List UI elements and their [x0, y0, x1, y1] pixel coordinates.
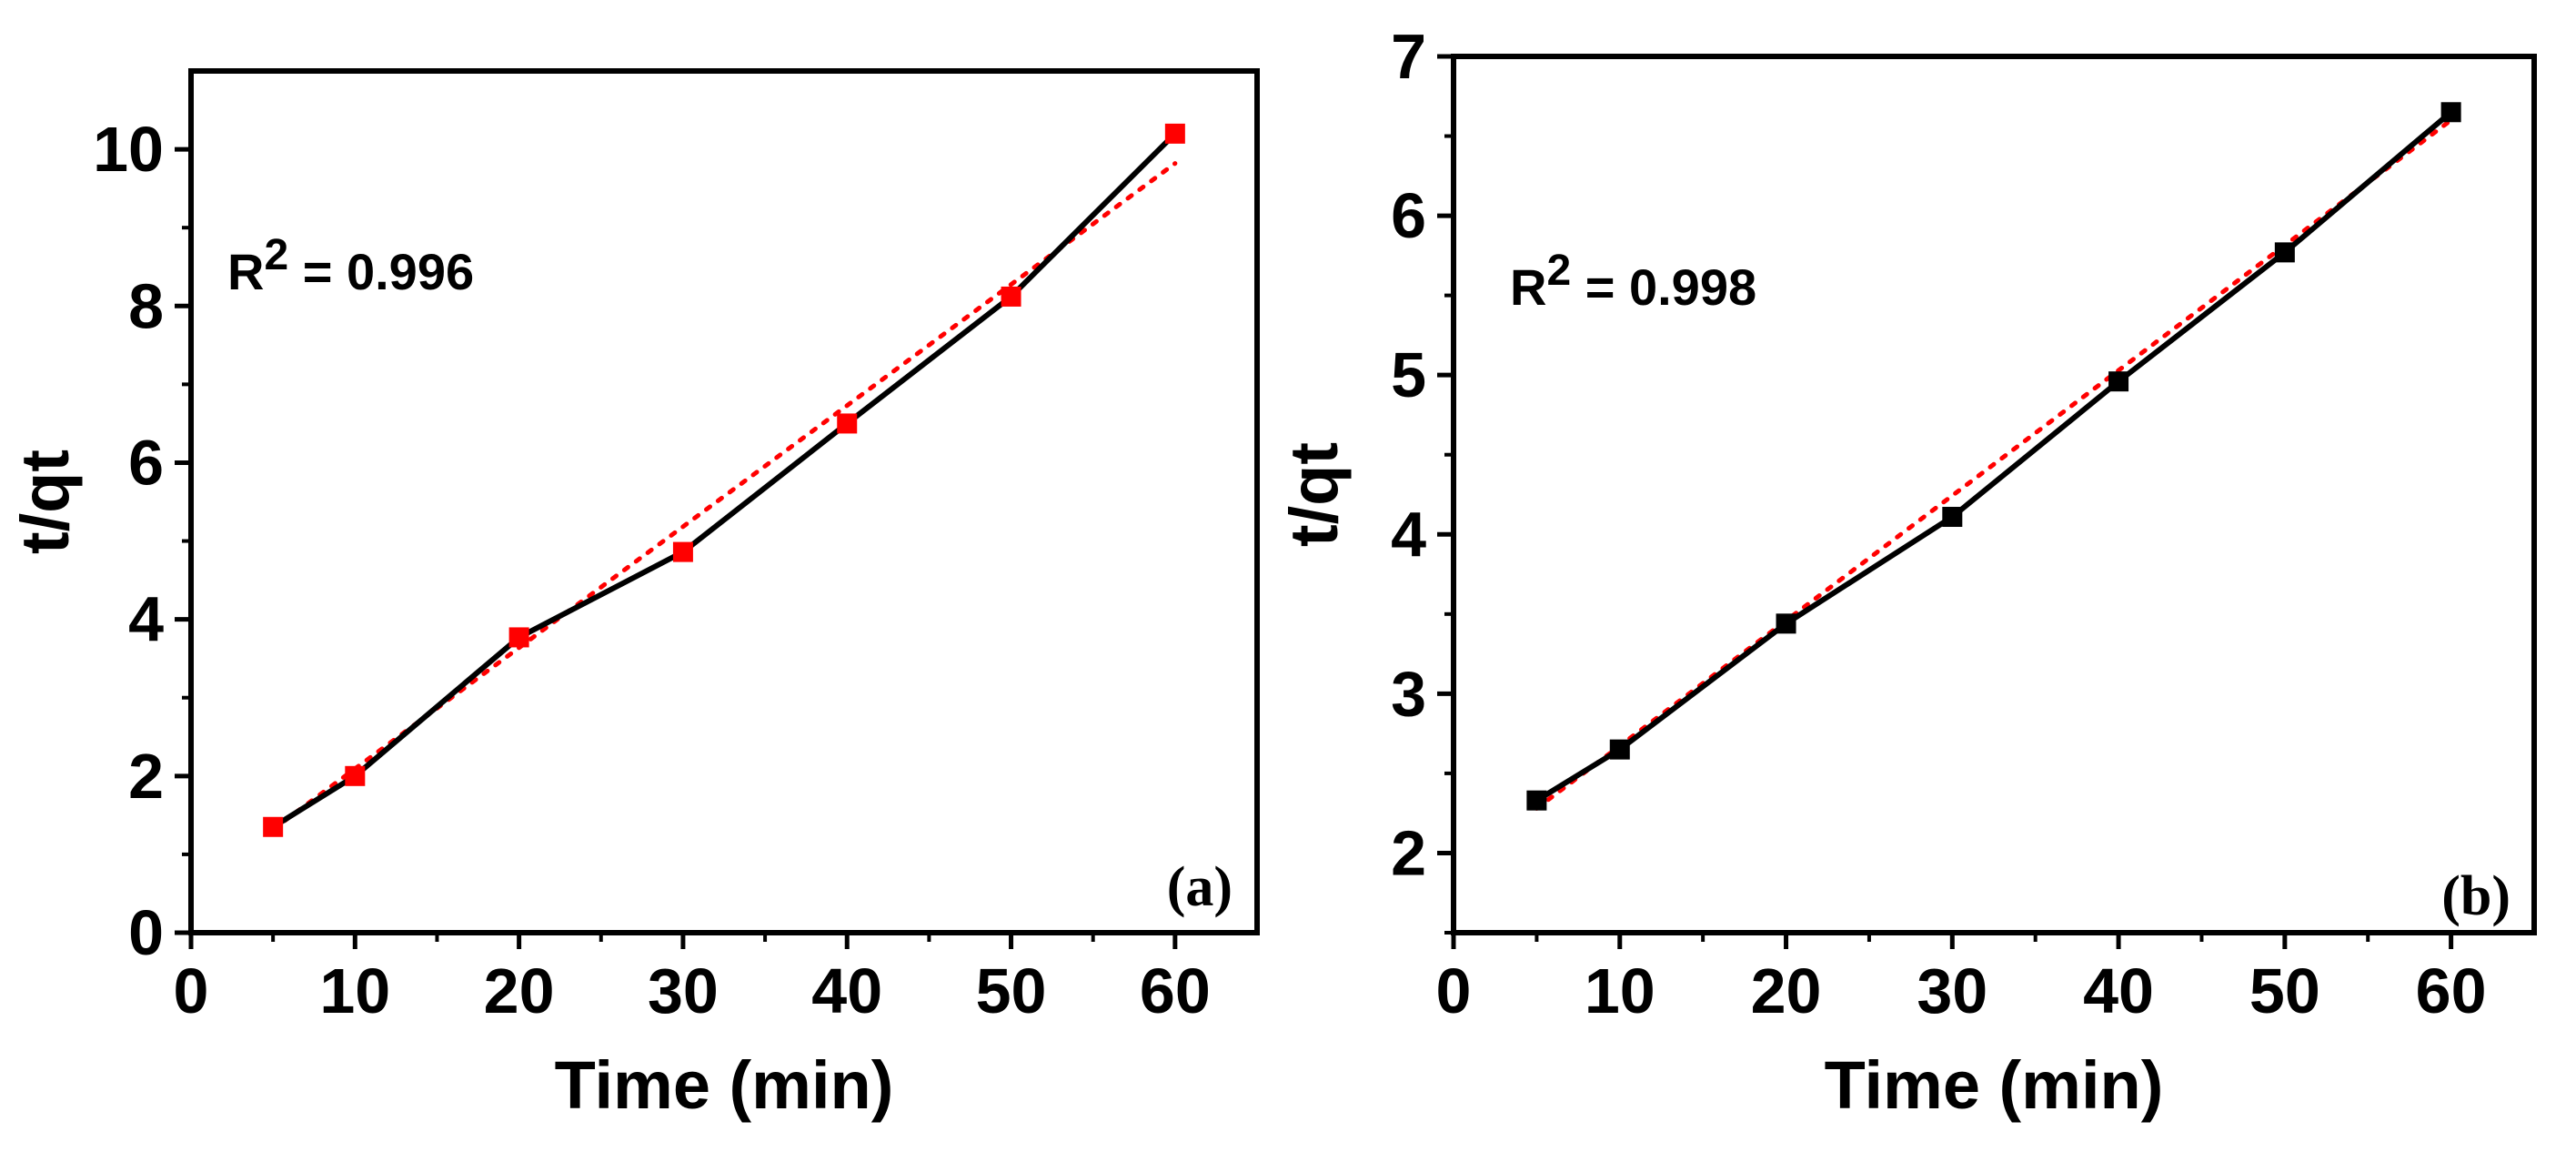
x-tick-label: 40 [2083, 955, 2154, 1026]
plot-frame [1451, 54, 2537, 935]
x-tick-label: 0 [1436, 955, 1472, 1026]
x-axis-title: Time (min) [555, 1047, 894, 1123]
y-tick-label: 2 [128, 741, 164, 812]
data-line [271, 131, 1177, 830]
x-tick-label: 20 [484, 955, 555, 1026]
y-tick-label: 4 [128, 584, 164, 655]
x-tick-label: 0 [174, 955, 209, 1026]
y-tick-label: 8 [128, 270, 164, 341]
r-squared-base: R [1510, 258, 1546, 316]
r-squared-value: = 0.996 [288, 243, 474, 300]
x-tick-label: 40 [811, 955, 882, 1026]
y-tick-label: 4 [1391, 499, 1426, 570]
panel-label: (b) [2441, 865, 2511, 927]
x-tick-label: 30 [648, 955, 719, 1026]
plot-frame [188, 68, 1260, 935]
x-tick-label: 10 [319, 955, 390, 1026]
y-axis-title: t/qt [7, 450, 83, 554]
data-line [1535, 109, 2453, 803]
x-tick-label: 50 [2249, 955, 2320, 1026]
x-tick-label: 20 [1751, 955, 1822, 1026]
x-axis-title: Time (min) [1825, 1047, 2164, 1123]
y-tick-label: 3 [1391, 658, 1426, 729]
data-point [2274, 242, 2295, 263]
r-squared-value: = 0.998 [1571, 258, 1756, 316]
data-point [1942, 507, 1963, 528]
r-squared-annotation: R2 = 0.996 [227, 231, 474, 300]
y-tick-label: 6 [1391, 180, 1426, 251]
data-point [1776, 613, 1796, 634]
data-point [837, 413, 858, 434]
data-point [1001, 286, 1021, 307]
x-tick-label: 60 [2416, 955, 2487, 1026]
chart-panel-a: 0 10 20 30 40 50 60 0 2 4 6 8 10 Time (min) t/qt R2 … [7, 68, 1260, 1123]
y-tick-label: 0 [128, 897, 164, 968]
x-tick-label: 10 [1585, 955, 1655, 1026]
y-tick-label: 6 [128, 427, 164, 498]
data-point [345, 765, 366, 786]
data-point [2108, 371, 2129, 392]
panel-label: (a) [1167, 856, 1233, 918]
y-tick-label: 5 [1391, 339, 1426, 410]
x-tick-label: 50 [976, 955, 1047, 1026]
y-axis-title: t/qt [1276, 442, 1352, 547]
data-point [1164, 123, 1185, 144]
r-squared-superscript: 2 [264, 231, 288, 279]
data-point [508, 627, 529, 648]
y-tick-label: 7 [1391, 21, 1426, 92]
data-point [263, 816, 284, 837]
x-tick-label: 30 [1917, 955, 1987, 1026]
data-point [1526, 790, 1547, 811]
r-squared-superscript: 2 [1546, 247, 1571, 295]
data-point [672, 541, 693, 562]
x-tick-label: 60 [1140, 955, 1211, 1026]
data-point [2440, 102, 2461, 123]
y-tick-label: 10 [93, 114, 164, 185]
r-squared-base: R [227, 243, 264, 300]
data-point [1609, 739, 1630, 760]
y-tick-label: 2 [1391, 817, 1426, 888]
fit-line [270, 161, 1178, 832]
r-squared-annotation: R2 = 0.998 [1510, 247, 1756, 316]
